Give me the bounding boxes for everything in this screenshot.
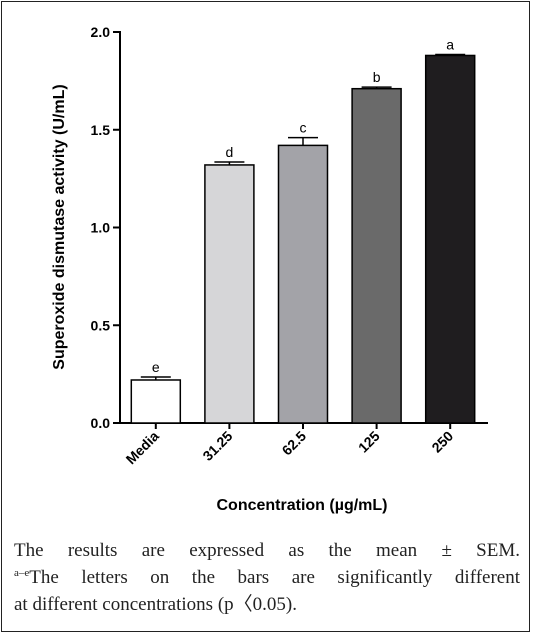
y-tick-label: 1.5 [91, 122, 111, 138]
x-tick-label: 250 [428, 428, 456, 456]
bar-125 [351, 87, 402, 424]
x-tick-label: 62.5 [279, 428, 310, 459]
caption-line-3: at different concentrations (p〈0.05). [14, 594, 297, 615]
figure-caption: The results are expressed as the mean ± … [14, 537, 520, 618]
y-tick-label: 2.0 [91, 24, 111, 40]
x-tick-label: 125 [355, 428, 383, 456]
x-axis-title: Concentration (µg/mL) [217, 497, 388, 514]
x-tick-label: Media [123, 428, 163, 468]
caption-line-2: a–eThe letters on the bars are significa… [14, 564, 520, 591]
significance-label: e [152, 359, 160, 375]
caption-superscript: a–e [14, 567, 30, 579]
y-tick-label: 0.5 [91, 317, 111, 333]
y-tick-label: 1.0 [91, 220, 111, 236]
bar-62.5 [277, 144, 329, 424]
significance-label: d [226, 144, 234, 160]
y-axis-title: Superoxide dismutase activity (U/mL) [51, 84, 68, 369]
y-tick-label: 0.0 [91, 415, 111, 431]
caption-line-2-text: The letters on the bars are significantl… [29, 567, 520, 588]
chart-bars [130, 53, 476, 424]
bar-Media [130, 379, 182, 424]
bar-250 [424, 54, 476, 424]
significance-label: c [300, 120, 307, 136]
bar-31.25 [204, 164, 255, 424]
significance-label: b [373, 69, 381, 85]
caption-line-1: The results are expressed as the mean ± … [14, 540, 520, 561]
significance-label: a [446, 36, 454, 52]
x-tick-label: 31.25 [199, 428, 235, 464]
bar-chart: 0.0 0.5 1.0 1.5 2.0 e Media d 31.25 c 62.5 b 125 a 250… [51, 24, 488, 514]
